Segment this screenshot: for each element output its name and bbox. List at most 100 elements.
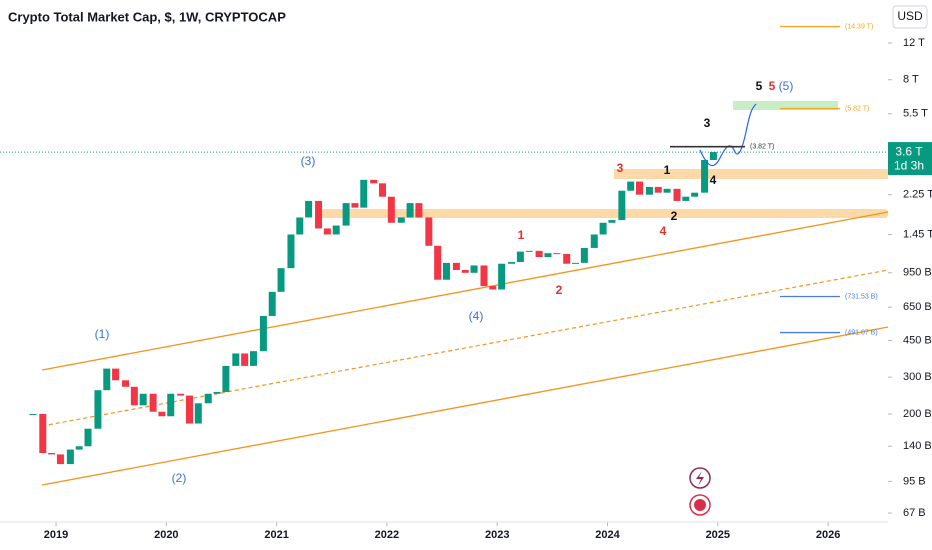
candle (470, 265, 478, 273)
wave-label: 4 (710, 173, 717, 187)
candle (452, 262, 460, 270)
y-tick-label: 200 B (903, 408, 932, 420)
level-label: (731.53 B) (845, 293, 878, 300)
candle (268, 291, 276, 316)
candle (194, 403, 202, 424)
wave-label: 2 (671, 209, 678, 223)
candle (48, 452, 56, 455)
projection-path (699, 103, 757, 167)
y-tick-label: 950 B (903, 267, 932, 279)
candle (663, 188, 671, 193)
wave-label: (2) (172, 471, 187, 485)
price-axis (888, 0, 932, 550)
candle (682, 196, 690, 201)
candle (259, 315, 267, 352)
y-tick-label: 2.25 T (903, 189, 932, 201)
candle (277, 268, 285, 292)
y-tick-label: 1.45 T (903, 228, 932, 240)
wave-label: (4) (469, 309, 484, 323)
x-tick-label: 2026 (816, 529, 840, 541)
candle (387, 196, 395, 223)
candle (122, 380, 130, 387)
candle (158, 411, 166, 417)
level-label: (491.07 B) (845, 329, 878, 336)
candle (572, 262, 580, 264)
channel-mid (41, 269, 889, 427)
candle (75, 446, 83, 450)
current-price-box (888, 142, 932, 176)
wave-label: 2 (556, 283, 563, 297)
x-tick-label: 2024 (595, 529, 620, 541)
candle (139, 393, 147, 406)
candle (618, 190, 626, 221)
candle (177, 393, 185, 396)
candle (535, 250, 543, 258)
candle (94, 390, 102, 429)
candle (167, 393, 175, 417)
candle (709, 152, 717, 160)
wave-label: 3 (704, 116, 711, 130)
candle (599, 222, 607, 235)
support-zone (320, 209, 888, 218)
candle (701, 159, 709, 193)
candle (442, 262, 450, 280)
candle (636, 181, 644, 195)
candle (296, 217, 304, 235)
y-tick-label: 8 T (903, 74, 919, 86)
candle (323, 228, 331, 235)
candle (553, 253, 561, 255)
candle (39, 413, 47, 453)
x-tick-label: 2025 (706, 529, 730, 541)
level-label: (14.39 T) (845, 23, 873, 30)
candle (544, 253, 552, 258)
candle (434, 245, 442, 280)
y-tick-label: 650 B (903, 301, 932, 313)
y-tick-label: 5.5 T (903, 108, 928, 120)
candle (525, 250, 533, 252)
y-tick-label: 140 B (903, 440, 932, 452)
candle (415, 203, 423, 218)
currency-button[interactable] (892, 5, 928, 29)
candle (590, 234, 598, 248)
candle (673, 188, 681, 201)
candle (397, 217, 405, 223)
x-tick-label: 2022 (375, 529, 399, 541)
candle (480, 265, 488, 287)
candle (84, 428, 92, 447)
candle (489, 286, 497, 290)
wave-label: (1) (95, 327, 110, 341)
candle (645, 186, 653, 195)
x-tick-label: 2023 (485, 529, 509, 541)
x-tick-label: 2020 (154, 529, 178, 541)
candle (461, 269, 469, 273)
candle (370, 179, 378, 184)
channel-bottom (41, 326, 889, 486)
current-price-label: 3.6 T (895, 144, 923, 158)
wave-label: (3) (301, 154, 316, 168)
candle (185, 395, 193, 424)
candle (508, 262, 516, 264)
wave-label: 4 (660, 224, 667, 238)
currency: USD (897, 9, 923, 23)
candle (222, 365, 230, 392)
y-tick-label: 450 B (903, 334, 932, 346)
candle (580, 247, 588, 263)
candle (563, 253, 571, 264)
candle (379, 183, 387, 197)
candle (204, 393, 212, 404)
candle (315, 200, 323, 229)
candle (360, 179, 368, 208)
candle (287, 234, 295, 269)
wave-label: (5) (779, 79, 794, 93)
wave-label: 1 (664, 163, 671, 177)
candle (342, 203, 350, 226)
candle (149, 393, 157, 412)
candle (654, 186, 662, 193)
candle (29, 413, 37, 415)
candle (351, 203, 359, 208)
candle (406, 203, 414, 218)
wave-label: 5 (769, 79, 776, 93)
candle (425, 217, 433, 246)
